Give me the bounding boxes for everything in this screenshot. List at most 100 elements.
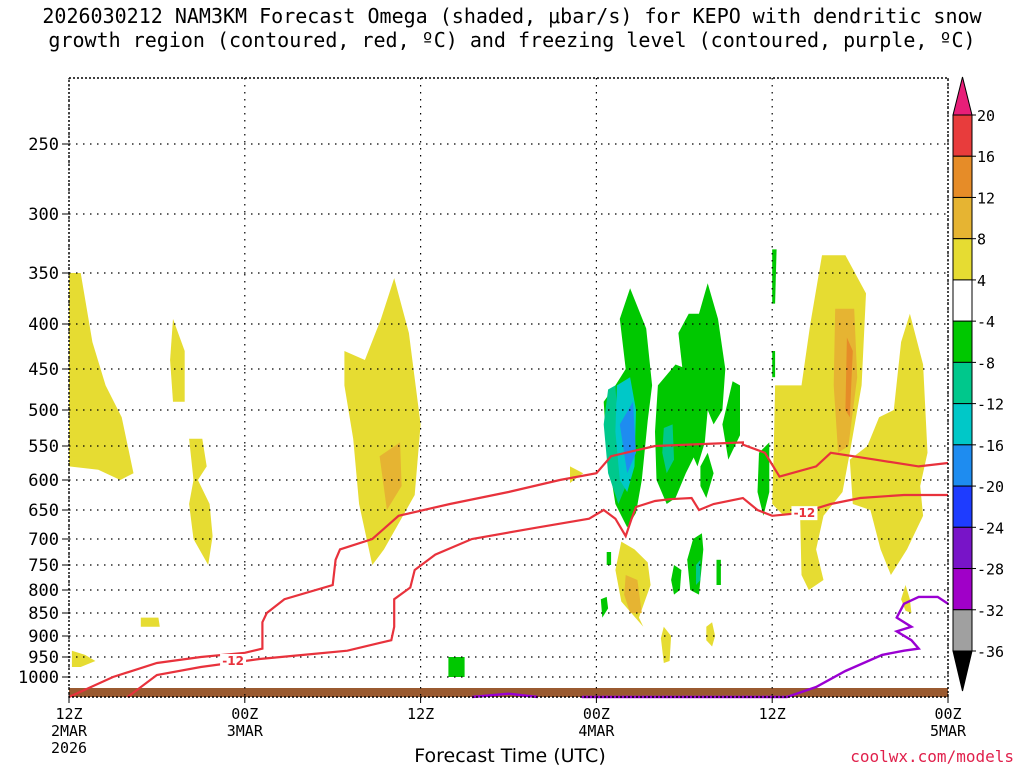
y-tick-label-800: 800 bbox=[28, 581, 59, 601]
chart-title-line-1: 2026030212 NAM3KM Forecast Omega (shaded… bbox=[42, 4, 982, 28]
colorbar-label-2: 12 bbox=[977, 189, 995, 207]
colorbar-label-8: -16 bbox=[977, 437, 1004, 455]
omega-region-24 bbox=[687, 283, 726, 467]
colorbar-top-triangle bbox=[952, 76, 973, 116]
y-tick-label-650: 650 bbox=[28, 501, 59, 521]
omega-region-13 bbox=[833, 308, 858, 453]
plot-frame-layer bbox=[68, 77, 949, 698]
omega-region-5 bbox=[344, 278, 421, 565]
x-tick-label-3-0: 00Z bbox=[583, 705, 610, 723]
omega-region-28 bbox=[772, 249, 777, 304]
dgz-label-bg-1 bbox=[791, 506, 818, 521]
colorbar-label-12: -32 bbox=[977, 602, 1004, 620]
dgz-label-0: -12 bbox=[222, 654, 244, 668]
colorbar-swatch-3 bbox=[952, 238, 973, 281]
x-tick-label-1-1: 3MAR bbox=[227, 722, 264, 740]
y-tick-label-850: 850 bbox=[28, 604, 59, 624]
dgz-contour-0 bbox=[68, 441, 949, 699]
omega-region-16 bbox=[901, 585, 912, 613]
colorbar-swatch-9 bbox=[952, 485, 973, 528]
dgz-label-1: -12 bbox=[794, 506, 816, 520]
chart-title: 2026030212 NAM3KM Forecast Omega (shaded… bbox=[0, 4, 1024, 52]
colorbar-swatch-1 bbox=[952, 155, 973, 198]
dgz-contour-1 bbox=[126, 493, 948, 698]
omega-region-33 bbox=[716, 559, 721, 585]
x-tick-label-5-0: 00Z bbox=[934, 705, 961, 723]
omega-region-11 bbox=[706, 622, 716, 647]
colorbar-swatch-10 bbox=[952, 526, 973, 570]
omega-region-36 bbox=[448, 657, 465, 677]
y-tick-label-500: 500 bbox=[28, 401, 59, 421]
y-tick-label-350: 350 bbox=[28, 264, 59, 284]
omega-region-29 bbox=[772, 351, 776, 378]
y-tick-label-250: 250 bbox=[28, 135, 59, 155]
y-tick-label-1000: 1000 bbox=[18, 668, 59, 688]
colorbar-label-0: 20 bbox=[977, 107, 995, 125]
x-tick-label-0-2: 2026 bbox=[51, 739, 87, 757]
x-tick-label-3-1: 4MAR bbox=[578, 722, 615, 740]
omega-region-22 bbox=[662, 424, 674, 474]
colorbar-bottom-triangle bbox=[952, 650, 973, 692]
x-tick-label-4-0: 12Z bbox=[759, 705, 786, 723]
omega-region-25 bbox=[722, 381, 740, 460]
colorbar-swatch-7 bbox=[952, 403, 973, 446]
axis-labels-layer: 250 300 350 400 450 500 550 600 650 700 750 800 850 9… bbox=[18, 135, 967, 757]
colorbar-swatch-6 bbox=[952, 361, 973, 405]
chart-title-line-2: growth region (contoured, red, ºC) and f… bbox=[48, 28, 976, 52]
y-tick-label-450: 450 bbox=[28, 360, 59, 380]
x-axis-label: Forecast Time (UTC) bbox=[414, 745, 606, 767]
omega-region-30 bbox=[687, 533, 704, 595]
omega-region-9 bbox=[624, 575, 642, 613]
freezing-contour-1 bbox=[581, 595, 949, 699]
colorbar-swatch-5 bbox=[952, 320, 973, 363]
omega-region-27 bbox=[757, 442, 770, 516]
y-tick-label-550: 550 bbox=[28, 437, 59, 457]
omega-region-35 bbox=[606, 552, 612, 565]
colorbar-label-4: 4 bbox=[977, 272, 986, 290]
colorbar-label-13: -36 bbox=[977, 643, 1004, 661]
omega-shading-layer bbox=[69, 249, 928, 677]
omega-region-26 bbox=[700, 452, 714, 498]
omega-region-15 bbox=[849, 313, 928, 575]
colorbar-swatch-0 bbox=[952, 114, 973, 157]
y-tick-label-600: 600 bbox=[28, 471, 59, 491]
colorbar-label-3: 8 bbox=[977, 231, 986, 249]
colorbar-swatch-8 bbox=[952, 444, 973, 487]
x-tick-label-5-1: 5MAR bbox=[930, 722, 967, 740]
y-tick-label-700: 700 bbox=[28, 530, 59, 550]
omega-region-0 bbox=[69, 273, 134, 480]
omega-region-12 bbox=[772, 255, 866, 591]
x-tick-label-0-1: 2MAR bbox=[51, 722, 88, 740]
freezing-contour-0 bbox=[471, 692, 538, 699]
omega-region-10 bbox=[660, 626, 672, 663]
y-tick-label-950: 950 bbox=[28, 648, 59, 668]
credit-text: coolwx.com/models bbox=[850, 747, 1014, 766]
omega-region-14 bbox=[845, 337, 853, 418]
colorbar-label-5: -4 bbox=[977, 313, 995, 331]
colorbar-label-11: -28 bbox=[977, 561, 1004, 579]
colorbar-label-10: -24 bbox=[977, 519, 1004, 537]
colorbar: 20 16 12 8 4 -4 -8 -12 -16 -20 -24 -28 -32 -36 bbox=[952, 76, 1004, 692]
x-tick-label-2-0: 12Z bbox=[407, 705, 434, 723]
omega-region-3 bbox=[189, 438, 213, 565]
x-tick-label-1-0: 00Z bbox=[231, 705, 258, 723]
omega-region-34 bbox=[600, 596, 609, 618]
colorbar-label-9: -20 bbox=[977, 478, 1004, 496]
y-tick-label-750: 750 bbox=[28, 556, 59, 576]
plot-frame bbox=[68, 77, 949, 698]
omega-region-2 bbox=[170, 318, 185, 402]
omega-region-6 bbox=[379, 442, 402, 510]
colorbar-swatch-11 bbox=[952, 568, 973, 611]
colorbar-label-7: -12 bbox=[977, 396, 1004, 414]
y-tick-label-400: 400 bbox=[28, 315, 59, 335]
omega-region-31 bbox=[696, 559, 701, 585]
y-tick-label-900: 900 bbox=[28, 627, 59, 647]
colorbar-swatch-2 bbox=[952, 196, 973, 240]
omega-region-4 bbox=[140, 617, 160, 627]
colorbar-label-1: 16 bbox=[977, 148, 995, 166]
omega-region-1 bbox=[71, 650, 96, 667]
omega-region-32 bbox=[671, 565, 682, 595]
dgz-contour-layer: -12 -12 bbox=[68, 441, 949, 699]
colorbar-swatch-4 bbox=[952, 279, 973, 322]
